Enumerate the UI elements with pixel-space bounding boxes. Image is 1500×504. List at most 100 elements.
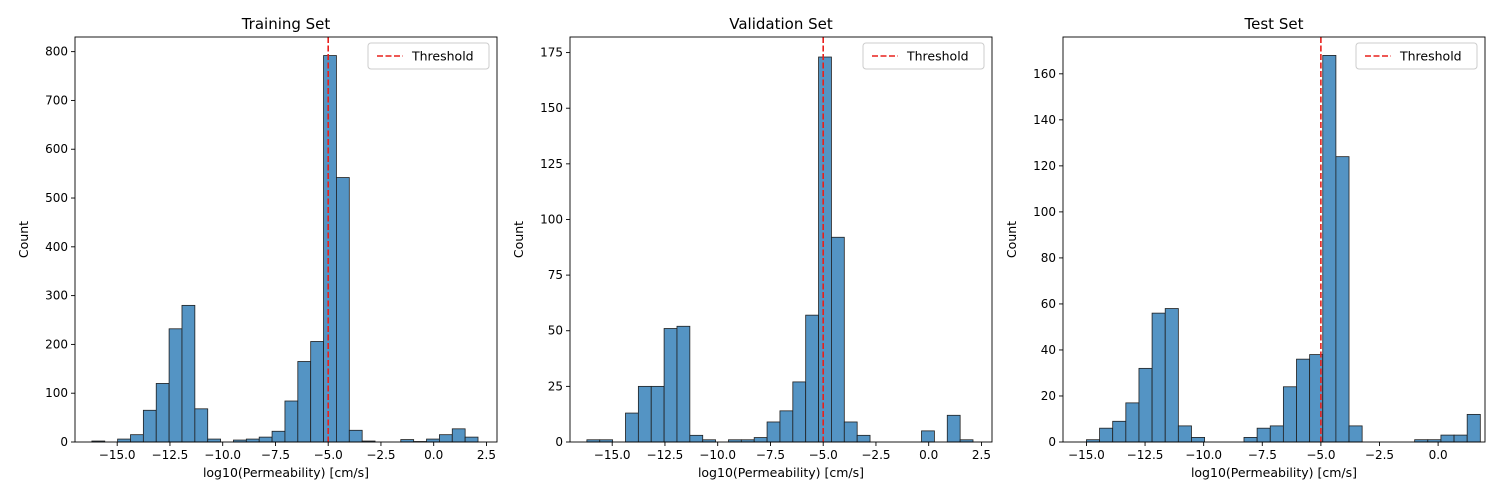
legend-label: Threshold xyxy=(906,49,969,64)
y-tick-label: 40 xyxy=(1041,343,1056,357)
histogram-bar xyxy=(439,435,452,442)
y-tick-label: 20 xyxy=(1041,389,1056,403)
x-tick-label: −15.0 xyxy=(1068,448,1105,462)
histogram-bar xyxy=(1467,414,1480,442)
y-tick-label: 125 xyxy=(540,157,563,171)
y-axis-label: Count xyxy=(16,221,31,258)
y-tick-label: 0 xyxy=(1048,435,1056,449)
histogram-bar xyxy=(819,57,832,442)
y-tick-label: 600 xyxy=(45,142,68,156)
y-tick-label: 60 xyxy=(1041,297,1056,311)
y-tick-label: 400 xyxy=(45,240,68,254)
y-tick-label: 80 xyxy=(1041,251,1056,265)
x-tick-label: 0.0 xyxy=(919,448,938,462)
x-tick-label: −2.5 xyxy=(366,448,395,462)
x-tick-label: 2.5 xyxy=(972,448,991,462)
histogram-bar xyxy=(844,422,857,442)
histogram-bar xyxy=(767,422,780,442)
histogram-bar xyxy=(311,341,324,442)
legend: Threshold xyxy=(1356,43,1477,69)
x-tick-label: −15.0 xyxy=(99,448,136,462)
histogram-bar xyxy=(1113,421,1126,442)
x-tick-label: 0.0 xyxy=(1429,448,1448,462)
x-tick-label: −2.5 xyxy=(1365,448,1394,462)
x-tick-label: −12.5 xyxy=(1127,448,1164,462)
histogram-bar xyxy=(195,409,208,442)
y-tick-label: 150 xyxy=(540,101,563,115)
y-tick-label: 200 xyxy=(45,337,68,351)
x-tick-label: −15.0 xyxy=(594,448,631,462)
histogram-bar xyxy=(1152,313,1165,442)
y-tick-label: 140 xyxy=(1033,113,1056,127)
y-tick-label: 25 xyxy=(548,379,563,393)
y-axis-label: Count xyxy=(1004,221,1019,258)
y-tick-label: 300 xyxy=(45,289,68,303)
chart-title: Test Set xyxy=(1244,15,1304,33)
histogram-bar xyxy=(349,430,362,442)
histogram-bar xyxy=(947,415,960,442)
x-axis-label: log10(Permeability) [cm/s] xyxy=(1191,465,1357,480)
histogram-bar xyxy=(130,435,143,442)
y-tick-label: 0 xyxy=(60,435,68,449)
x-tick-label: −10.0 xyxy=(204,448,241,462)
chart-title: Validation Set xyxy=(729,15,833,33)
histogram-bar xyxy=(1126,403,1139,442)
legend: Threshold xyxy=(368,43,489,69)
y-tick-label: 75 xyxy=(548,268,563,282)
histogram-bar xyxy=(465,437,478,442)
y-tick-label: 100 xyxy=(540,212,563,226)
histogram-bar xyxy=(1139,368,1152,442)
x-tick-label: 2.5 xyxy=(477,448,496,462)
histogram-bar xyxy=(857,435,870,442)
histogram-bar xyxy=(143,410,156,442)
y-tick-label: 100 xyxy=(45,386,68,400)
histogram-bar xyxy=(285,401,298,442)
y-tick-label: 0 xyxy=(555,435,563,449)
y-axis-label: Count xyxy=(511,221,526,258)
x-tick-label: −7.5 xyxy=(1248,448,1277,462)
histogram-bar xyxy=(690,435,703,442)
y-tick-label: 500 xyxy=(45,191,68,205)
histogram-bar xyxy=(1297,359,1310,442)
x-tick-label: −7.5 xyxy=(756,448,785,462)
y-tick-label: 160 xyxy=(1033,67,1056,81)
histogram-bar xyxy=(452,429,465,442)
x-axis-label: log10(Permeability) [cm/s] xyxy=(203,465,369,480)
histogram-bar xyxy=(1178,426,1191,442)
histogram-bar xyxy=(1257,428,1270,442)
histogram-bar xyxy=(1454,435,1467,442)
x-tick-label: −5.0 xyxy=(1306,448,1335,462)
legend-label: Threshold xyxy=(1399,49,1462,64)
x-tick-label: −10.0 xyxy=(699,448,736,462)
histogram-bar xyxy=(1441,435,1454,442)
histogram-bar xyxy=(651,386,664,442)
histogram-bar xyxy=(1283,387,1296,442)
x-axis-label: log10(Permeability) [cm/s] xyxy=(698,465,864,480)
histogram-bar xyxy=(922,431,935,442)
x-tick-label: −2.5 xyxy=(861,448,890,462)
legend: Threshold xyxy=(863,43,984,69)
x-tick-label: −10.0 xyxy=(1185,448,1222,462)
histogram-bar xyxy=(793,382,806,442)
histogram-bar xyxy=(272,431,285,442)
x-tick-label: −12.5 xyxy=(647,448,684,462)
plot-frame xyxy=(75,37,497,442)
histogram-bar xyxy=(754,438,767,442)
histogram-bar xyxy=(1323,55,1336,442)
x-tick-label: 0.0 xyxy=(424,448,443,462)
chart-panel-3: −15.0 −12.5 −10.0 −7.5 −5.0 −2.5 0.0 0 20 40 60 80 1… xyxy=(1004,15,1485,480)
histogram-bar xyxy=(1100,428,1113,442)
histogram-bar xyxy=(298,361,311,442)
histogram-bar xyxy=(259,437,272,442)
histogram-bar xyxy=(780,411,793,442)
chart-title: Training Set xyxy=(241,15,331,33)
y-tick-label: 100 xyxy=(1033,205,1056,219)
histogram-bar xyxy=(677,326,690,442)
x-tick-label: −5.0 xyxy=(809,448,838,462)
histogram-bar xyxy=(182,305,195,442)
histogram-bar xyxy=(1349,426,1362,442)
